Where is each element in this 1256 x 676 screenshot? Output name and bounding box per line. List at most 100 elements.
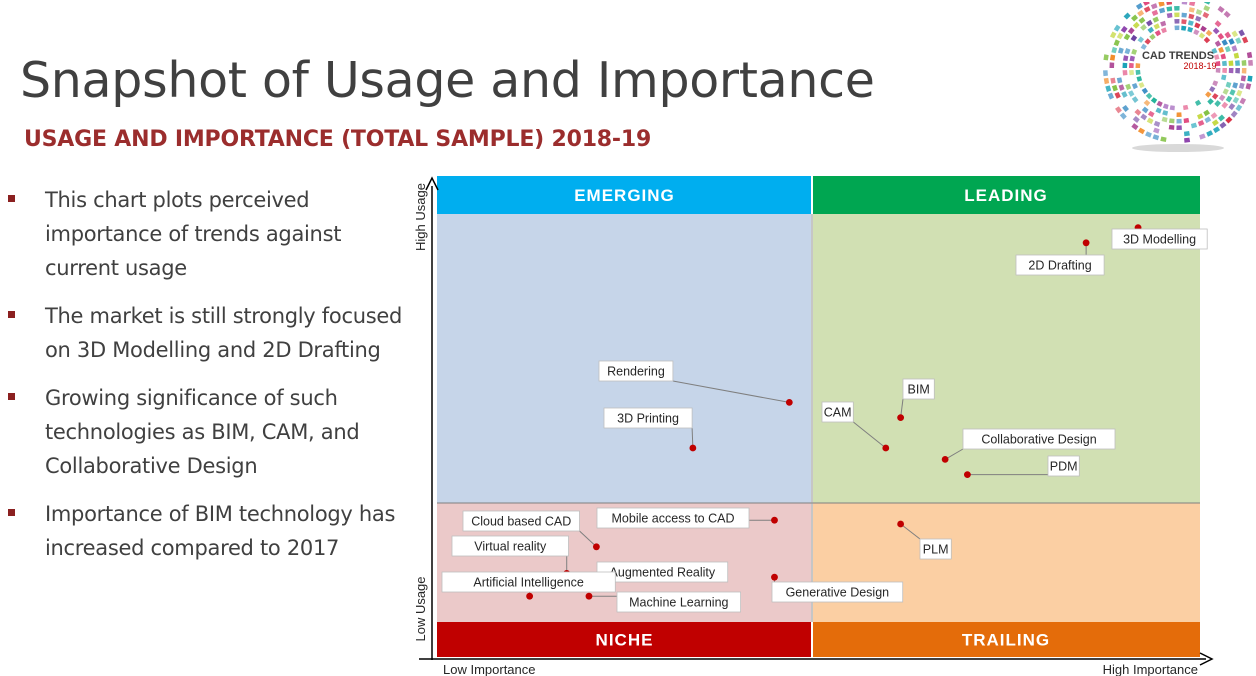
logo-ring-segment: [1129, 55, 1135, 62]
logo-ring-segment: [1231, 45, 1238, 52]
label-box-rendering: [598, 360, 674, 382]
logo-ring-segment: [1183, 131, 1190, 137]
logo-ring-segment: [1128, 90, 1135, 97]
label-cloud-based-cad: Cloud based CAD: [471, 515, 571, 529]
logo-ring-segment: [1143, 6, 1151, 13]
logo-ring-segment: [1150, 97, 1158, 104]
logo-ring-segment: [1222, 68, 1227, 74]
logo-ring-segment: [1166, 12, 1173, 19]
logo-ring-segment: [1130, 34, 1138, 42]
point-3d-printing: [689, 444, 697, 452]
point-pdm: [964, 471, 971, 478]
logo-ring-segment: [1207, 98, 1214, 105]
logo-ring-segment: [1149, 33, 1156, 41]
logo-year: 2018-19: [1183, 61, 1216, 71]
label-generative-design: Generative Design: [786, 586, 890, 600]
logo-ring-segment: [1238, 82, 1245, 90]
logo-ring-segment: [1152, 134, 1160, 141]
logo-ring-segment: [1109, 54, 1116, 61]
logo-ring-segment: [1162, 103, 1169, 110]
logo-ring-segment: [1212, 27, 1220, 35]
label-box-bim: [902, 378, 935, 400]
label-box-plm: [919, 538, 952, 560]
label-cam: CAM: [824, 406, 852, 420]
point-bim: [897, 414, 905, 421]
logo-ring-segment: [1150, 3, 1158, 10]
bullet-text: Growing significance of such technologie…: [45, 386, 360, 478]
y-axis-high-label: High Usage: [413, 183, 428, 251]
logo-ring-segment: [1113, 24, 1121, 32]
logo-ring-segment: [1210, 112, 1218, 120]
logo-ring-segment: [1174, 6, 1180, 11]
logo-ring-segment: [1123, 12, 1131, 20]
leader-collaborative-design: [944, 448, 964, 460]
logo-ring-segment: [1103, 77, 1110, 85]
logo-ring-segment: [1215, 61, 1221, 67]
logo-ring-segment: [1153, 120, 1161, 127]
logo-ring-segment: [1195, 15, 1202, 22]
logo-ring-segment: [1181, 19, 1187, 25]
logo-ring-segment: [1136, 76, 1143, 82]
label-rendering: Rendering: [607, 365, 665, 379]
point-artificial-intelligence: [526, 592, 534, 600]
logo-ring-segment: [1122, 62, 1128, 68]
logo-ring-segment: [1158, 2, 1165, 7]
bullet-square-icon: [8, 195, 15, 202]
logo-ring-segment: [1221, 74, 1227, 81]
logo-ring-segment: [1143, 2, 1150, 6]
label-augmented-reality: Augmented Reality: [610, 566, 716, 580]
logo-ring-segment: [1203, 5, 1211, 12]
logo-ring-segment: [1145, 131, 1152, 138]
logo-ring-segment: [1176, 125, 1182, 130]
y-axis-arrow-icon: [425, 176, 439, 191]
logo-ring-segment: [1120, 25, 1128, 33]
logo-ring-segment: [1213, 126, 1221, 134]
logo-ring-segment: [1248, 59, 1253, 66]
logo-ring-segment: [1156, 100, 1163, 107]
logo-ring-segment: [1205, 29, 1213, 37]
logo-ring-segment: [1131, 83, 1138, 90]
logo-ring-segment: [1155, 107, 1162, 114]
logo-ring-segment: [1217, 114, 1226, 122]
logo-ring-segment: [1224, 45, 1231, 53]
logo-ring-segment: [1228, 60, 1234, 66]
point-mobile-access-to-cad: [771, 516, 778, 524]
logo-ring-segment: [1123, 55, 1129, 62]
logo-ring-segment: [1241, 36, 1249, 44]
logo-ring-segment: [1107, 92, 1115, 100]
logo-ring-segment: [1158, 7, 1166, 14]
logo-ring-segment: [1212, 80, 1219, 87]
label-2d-drafting: 2D Drafting: [1028, 259, 1091, 273]
logo-ring-segment: [1144, 38, 1151, 45]
logo-ring-segment: [1183, 104, 1189, 111]
logo-ring-segment: [1145, 92, 1153, 100]
trailing-header: [812, 622, 1200, 657]
logo-ring-segment: [1206, 130, 1214, 137]
leading-header-label: LEADING: [964, 186, 1048, 205]
label-layer: 3D Modelling 2D Drafting Rendering BIM 3D Pr…: [441, 228, 1208, 613]
trailing-header-label: TRAILING: [962, 631, 1050, 650]
logo-ring-segment: [1232, 96, 1240, 104]
logo-ring-segment: [1233, 52, 1240, 59]
logo-ring-segment: [1132, 21, 1140, 29]
logo-ring-segment: [1143, 99, 1151, 107]
emerging-header: [437, 176, 812, 214]
logo-ring-segment: [1146, 117, 1154, 125]
logo-ring-segment: [1241, 60, 1247, 66]
logo-ring-segment: [1238, 29, 1246, 37]
leading-header: [812, 176, 1200, 214]
logo-ring-segment: [1118, 84, 1125, 91]
logo-ring-segment: [1203, 109, 1211, 117]
logo-ring-segment: [1239, 97, 1247, 105]
logo-ring-segment: [1218, 94, 1226, 102]
label-artificial-intelligence: Artificial Intelligence: [473, 576, 584, 590]
logo-ring-segment: [1222, 88, 1229, 95]
label-machine-learning: Machine Learning: [629, 596, 728, 610]
bullet-item: Growing significance of such technologie…: [8, 381, 408, 483]
logo-ring-segment: [1103, 70, 1108, 77]
logo-ring-segment: [1140, 24, 1147, 31]
leading-quadrant: [812, 214, 1200, 503]
logo-ring-segment: [1218, 46, 1225, 53]
axes-layer: High Usage Low Usage Low Importance High Im…: [413, 176, 1214, 676]
logo-ring-segment: [1190, 122, 1198, 129]
